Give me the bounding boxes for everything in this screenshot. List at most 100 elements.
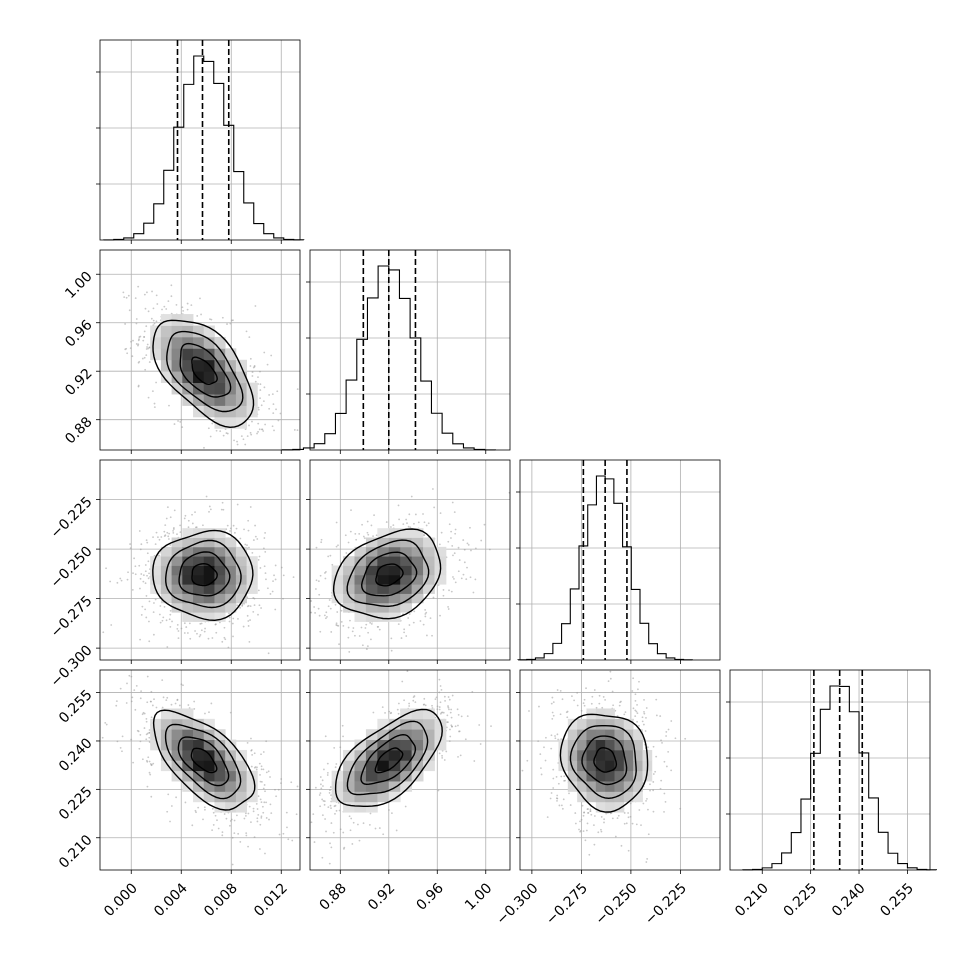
sample-point (280, 782, 282, 785)
density-cell (411, 749, 424, 761)
sample-point (186, 308, 189, 311)
density-cell (203, 556, 215, 566)
sample-point (342, 735, 344, 738)
sample-point (149, 773, 152, 776)
sample-point (593, 815, 596, 817)
x-tick-label-2-1: −0.275 (543, 880, 591, 928)
sample-point (150, 317, 153, 320)
sample-point (264, 532, 266, 534)
density-cell (365, 801, 378, 813)
sample-point (335, 622, 338, 625)
sample-point (271, 393, 274, 396)
sample-point (152, 633, 155, 636)
density-cell (567, 781, 578, 792)
density-cell (388, 565, 401, 576)
sample-point (374, 827, 377, 830)
sample-point (358, 635, 361, 637)
sample-point (247, 529, 250, 532)
density-cell (225, 546, 237, 557)
sample-point (457, 570, 460, 573)
sample-point (257, 406, 260, 409)
y-tick-label-3-1: 0.225 (56, 784, 96, 824)
sample-point (330, 800, 333, 803)
density-cell (214, 394, 226, 406)
density-cell (567, 760, 578, 772)
sample-point (148, 771, 151, 774)
sample-point (600, 830, 603, 833)
sample-point (358, 839, 361, 842)
sample-point (161, 706, 164, 709)
density-cell (365, 791, 378, 803)
sample-point (568, 792, 570, 795)
sample-point (263, 784, 266, 786)
sample-point (335, 545, 338, 548)
density-cell (354, 781, 367, 792)
sample-point (251, 375, 254, 377)
sample-point (460, 577, 463, 580)
sample-point (256, 820, 259, 823)
sample-point (315, 579, 318, 582)
density-cell (605, 749, 615, 761)
sample-point (151, 704, 154, 707)
density-cell (388, 612, 401, 622)
sample-point (266, 587, 269, 590)
scatter-panel-3-2 (519, 669, 721, 871)
density-cell (605, 739, 615, 751)
density-cell (411, 574, 424, 585)
sample-point (643, 698, 645, 701)
sample-point (196, 632, 198, 635)
sample-point (448, 523, 451, 526)
sample-point (226, 323, 228, 325)
density-cell (423, 546, 435, 557)
sample-point (556, 794, 559, 797)
sample-point (158, 538, 161, 541)
sample-point (231, 863, 234, 866)
sample-point (210, 318, 213, 321)
density-cell (423, 537, 435, 548)
sample-point (600, 816, 603, 818)
sample-point (145, 733, 148, 736)
sample-point (261, 781, 263, 783)
sample-point (609, 812, 612, 815)
sample-point (654, 770, 657, 773)
density-cell (193, 325, 205, 338)
sample-point (449, 728, 451, 731)
density-cell (400, 574, 413, 585)
sample-point (277, 419, 280, 422)
density-cell (614, 801, 625, 813)
sample-point (629, 815, 632, 818)
density-cell (423, 760, 435, 772)
panel-content-2-1 (310, 460, 510, 660)
sample-point (296, 388, 299, 391)
density-cell (377, 546, 390, 557)
sample-point (271, 590, 274, 593)
sample-point (303, 772, 305, 774)
sample-point (134, 297, 137, 300)
sample-point (661, 742, 663, 744)
density-cell (235, 556, 248, 566)
sample-point (137, 361, 140, 364)
density-cell (225, 760, 237, 772)
sample-point (124, 323, 126, 325)
sample-point (556, 689, 559, 691)
sample-point (361, 523, 363, 526)
sample-point (636, 712, 639, 715)
density-cell (182, 382, 194, 395)
density-cell (160, 708, 173, 720)
sample-point (268, 818, 270, 821)
sample-point (319, 574, 322, 577)
sample-point (119, 687, 122, 690)
density-cell (225, 781, 237, 792)
density-cell (160, 371, 173, 384)
sample-point (263, 801, 266, 804)
sample-point (652, 745, 655, 748)
sample-point (388, 809, 390, 811)
sample-point (232, 460, 234, 462)
density-cell (225, 770, 237, 782)
contour-3-1-2 (346, 720, 429, 796)
sample-point (176, 533, 178, 536)
density-cell (160, 359, 173, 372)
contour-3-1-1 (360, 733, 417, 786)
sample-point (221, 834, 224, 837)
contour-2-0-0 (191, 562, 218, 587)
